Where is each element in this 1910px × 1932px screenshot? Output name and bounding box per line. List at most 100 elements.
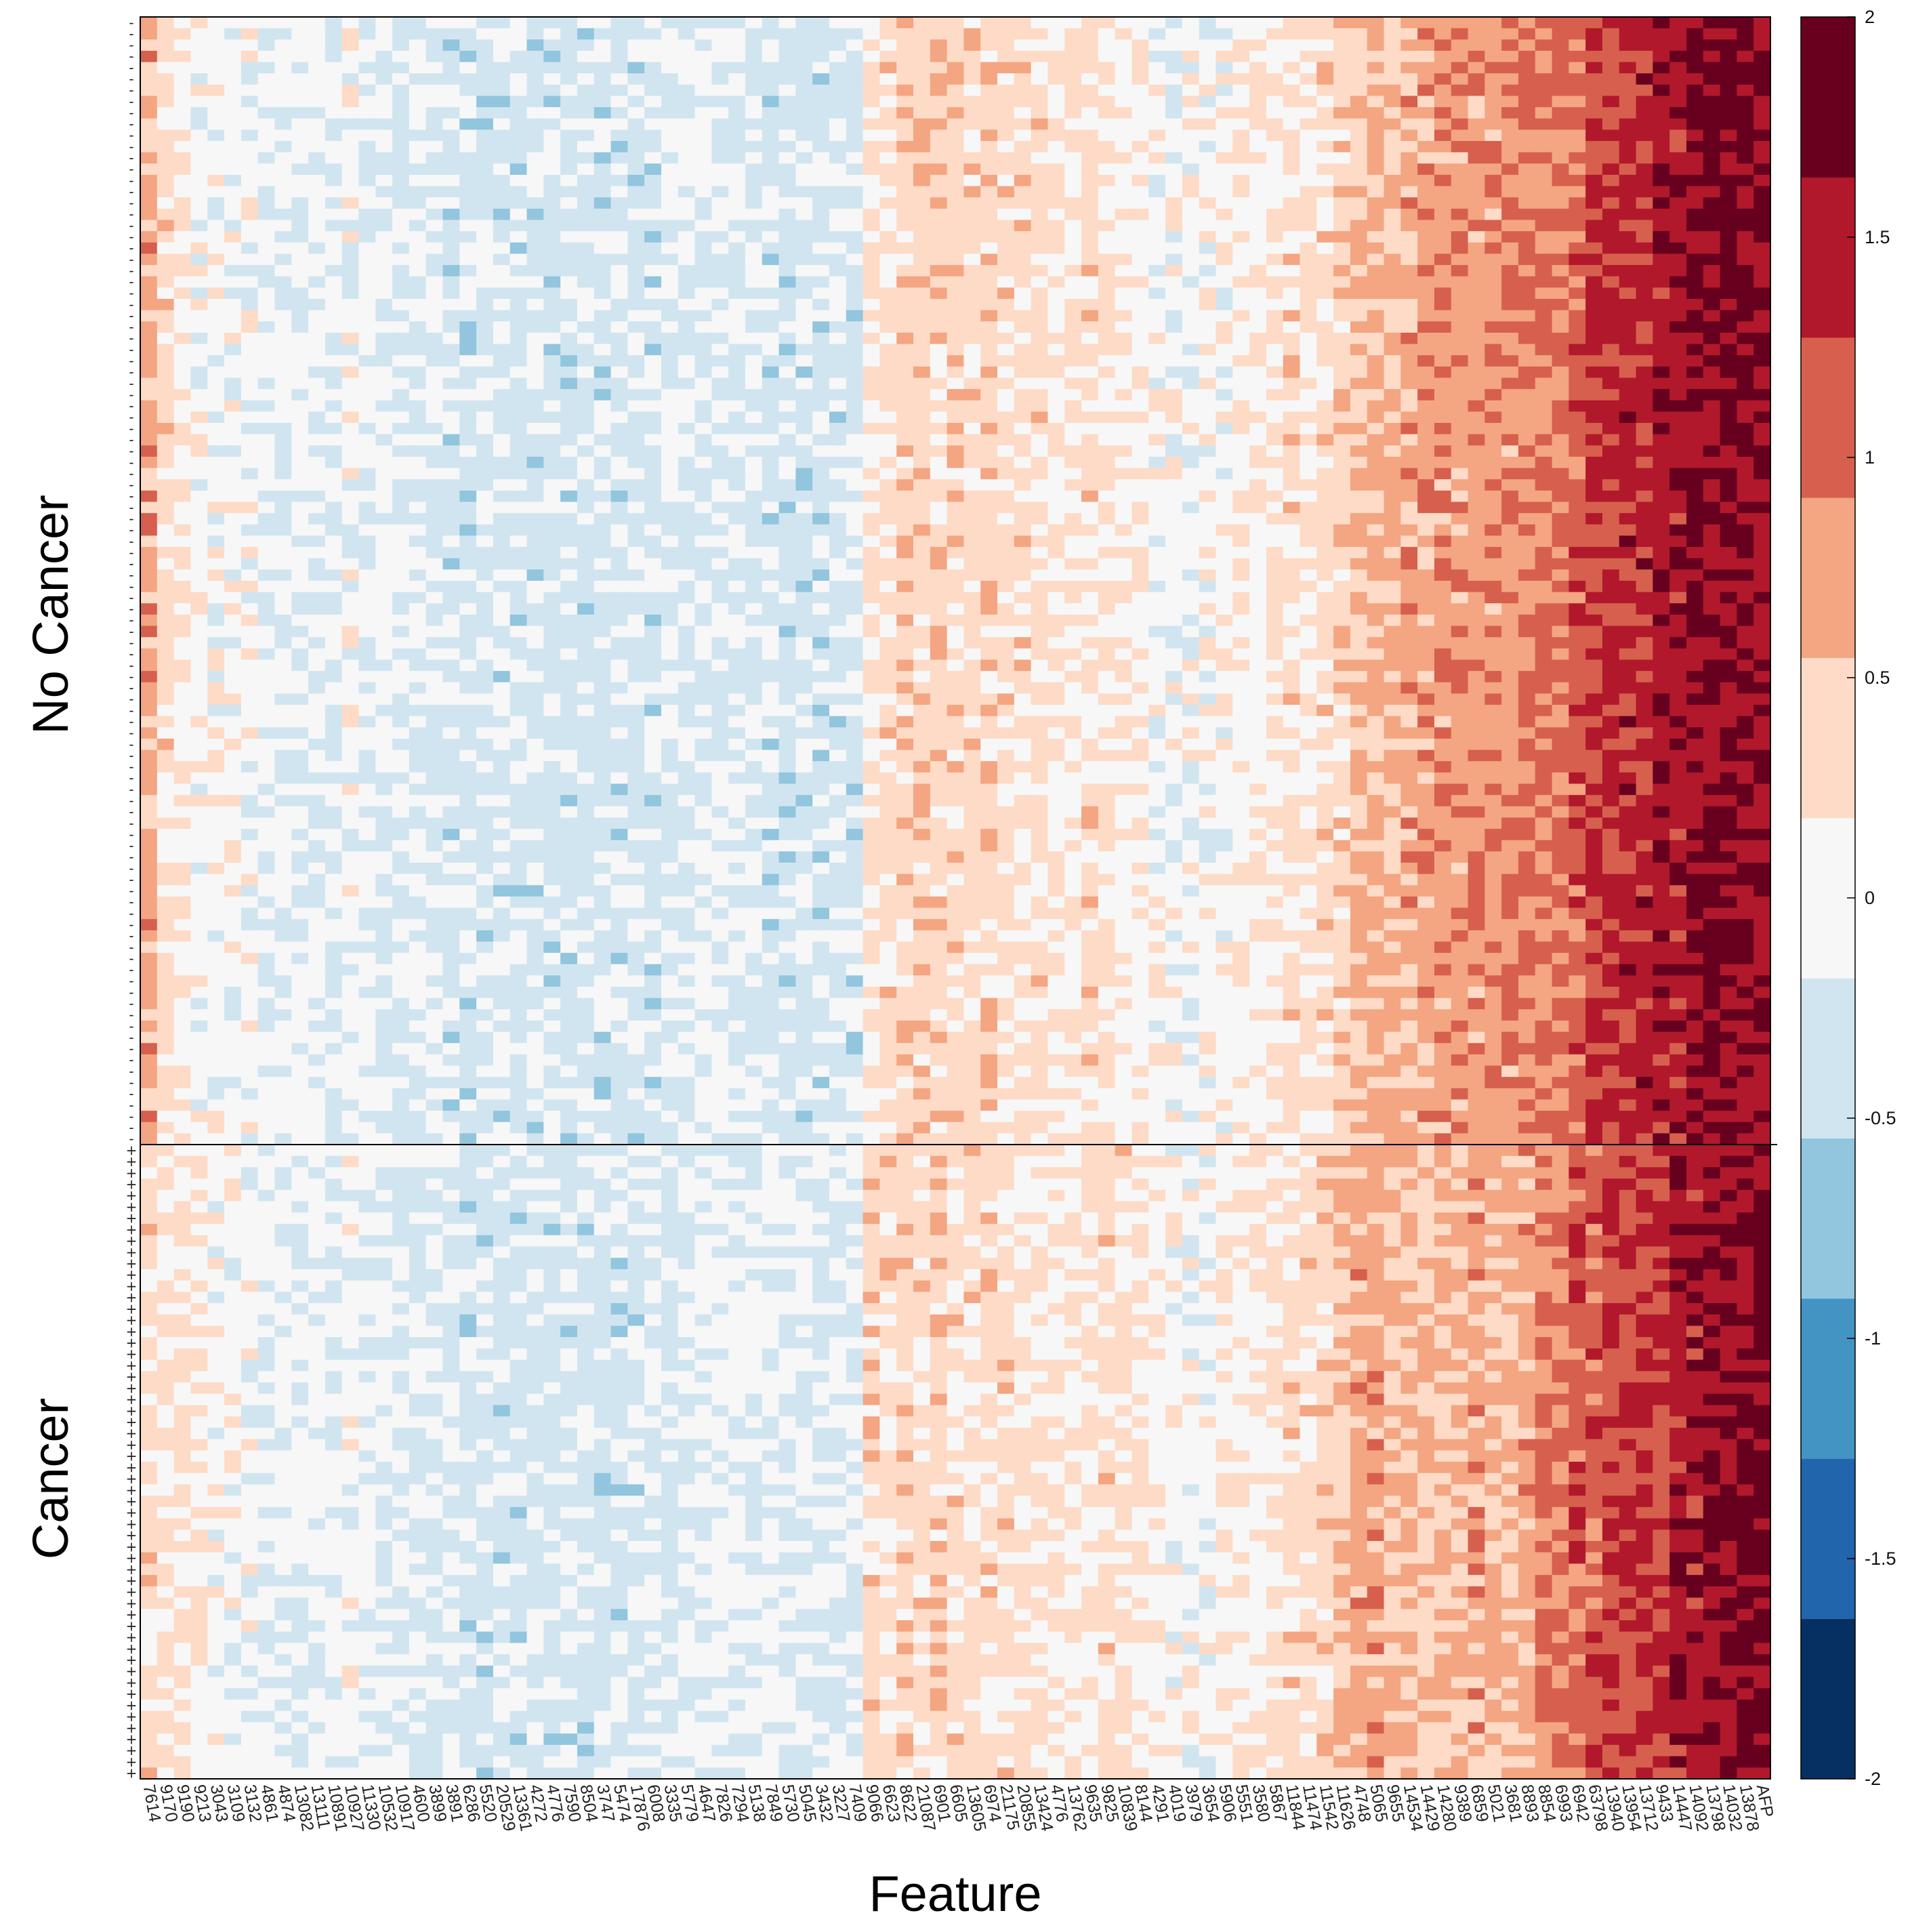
heatmap-cell [560,524,578,537]
heatmap-cell [392,118,410,130]
heatmap-cell [694,197,712,209]
heatmap-cell [1552,411,1569,424]
heatmap-cell [1148,299,1166,311]
heatmap-cell [1249,265,1267,277]
heatmap-cell [594,310,612,322]
heatmap-cell [1686,479,1704,491]
heatmap-cell [173,377,192,390]
heatmap-cell [291,524,309,537]
heatmap-cell [291,389,309,401]
heatmap-cell [997,355,1015,367]
heatmap-cell [594,197,612,209]
heatmap-cell [325,129,343,142]
heatmap-cell [1047,50,1065,63]
heatmap-cell [459,208,477,221]
heatmap-cell [442,479,460,491]
heatmap-cell [224,456,242,469]
heatmap-cell [863,490,880,503]
heatmap-cell [1518,265,1536,277]
heatmap-cell [1703,479,1721,491]
heatmap-cell [1703,445,1721,457]
heatmap-cell [1165,377,1183,390]
heatmap-cell [1232,39,1250,52]
heatmap-cell [543,208,561,221]
heatmap-cell [1316,547,1334,559]
heatmap-cell [1064,524,1082,537]
heatmap-cell [173,558,192,570]
heatmap-cell [325,501,343,514]
heatmap-cell [140,569,158,581]
heatmap-cell [392,186,410,198]
heatmap-cell [257,310,276,322]
heatmap-cell [1283,265,1301,277]
heatmap-cell [493,355,511,367]
heatmap-cell [526,479,544,491]
heatmap-cell [1098,513,1116,525]
heatmap-cell [1434,423,1452,435]
heatmap-cell [1602,197,1620,209]
heatmap-cell [1619,569,1637,581]
heatmap-cell [1552,558,1569,570]
heatmap-cell [1585,118,1603,130]
heatmap-cell [1468,253,1485,266]
heatmap-cell [963,186,981,198]
heatmap-cell [778,287,796,300]
heatmap-cell [846,152,864,164]
heatmap-cell [913,490,931,503]
heatmap-cell [610,186,628,198]
heatmap-cell [257,265,276,277]
heatmap-cell [459,411,477,424]
heatmap-cell [980,592,998,604]
heatmap-cell [543,535,561,548]
heatmap-cell [711,17,729,29]
heatmap-cell [829,355,847,367]
heatmap-cell [157,501,175,514]
heatmap-cell [661,592,679,604]
heatmap-cell [1669,547,1687,559]
heatmap-cell [543,456,561,469]
heatmap-cell [1249,73,1267,85]
heatmap-cell [510,163,528,176]
heatmap-cell [526,17,544,29]
heatmap-cell [1199,355,1217,367]
heatmap-cell [1619,411,1637,424]
heatmap-cell [1669,558,1687,570]
heatmap-cell [224,411,242,424]
heatmap-cell [711,513,729,525]
heatmap-cell [207,547,225,559]
heatmap-cell [241,197,259,209]
heatmap-cell [1081,50,1099,63]
heatmap-cell [358,299,376,311]
heatmap-cell [341,355,360,367]
heatmap-cell [1064,456,1082,469]
heatmap-cell [694,265,712,277]
heatmap-cell [459,501,477,514]
heatmap-cell [1552,220,1569,232]
heatmap-cell [913,569,931,581]
heatmap-cell [1400,569,1418,581]
heatmap-cell [224,253,242,266]
heatmap-cell [291,50,309,63]
heatmap-cell [644,456,662,469]
heatmap-cell [762,513,780,525]
heatmap-cell [291,96,309,108]
heatmap-cell [1064,501,1082,514]
heatmap-cell [1501,344,1519,356]
heatmap-cell [190,456,208,469]
heatmap-cell [1283,445,1301,457]
heatmap-cell [1182,389,1200,401]
heatmap-cell [661,17,679,29]
heatmap-cell [1283,118,1301,130]
heatmap-cell [1669,96,1687,108]
heatmap-cell [1249,50,1267,63]
heatmap-cell [1619,253,1637,266]
heatmap-cell [140,62,158,74]
heatmap-cell [795,62,813,74]
heatmap-cell [526,344,544,356]
heatmap-cell [257,434,276,446]
heatmap-cell [1535,411,1553,424]
heatmap-cell [963,332,981,345]
heatmap-cell [1316,389,1334,401]
heatmap-cell [1047,411,1065,424]
heatmap-cell [913,118,931,130]
